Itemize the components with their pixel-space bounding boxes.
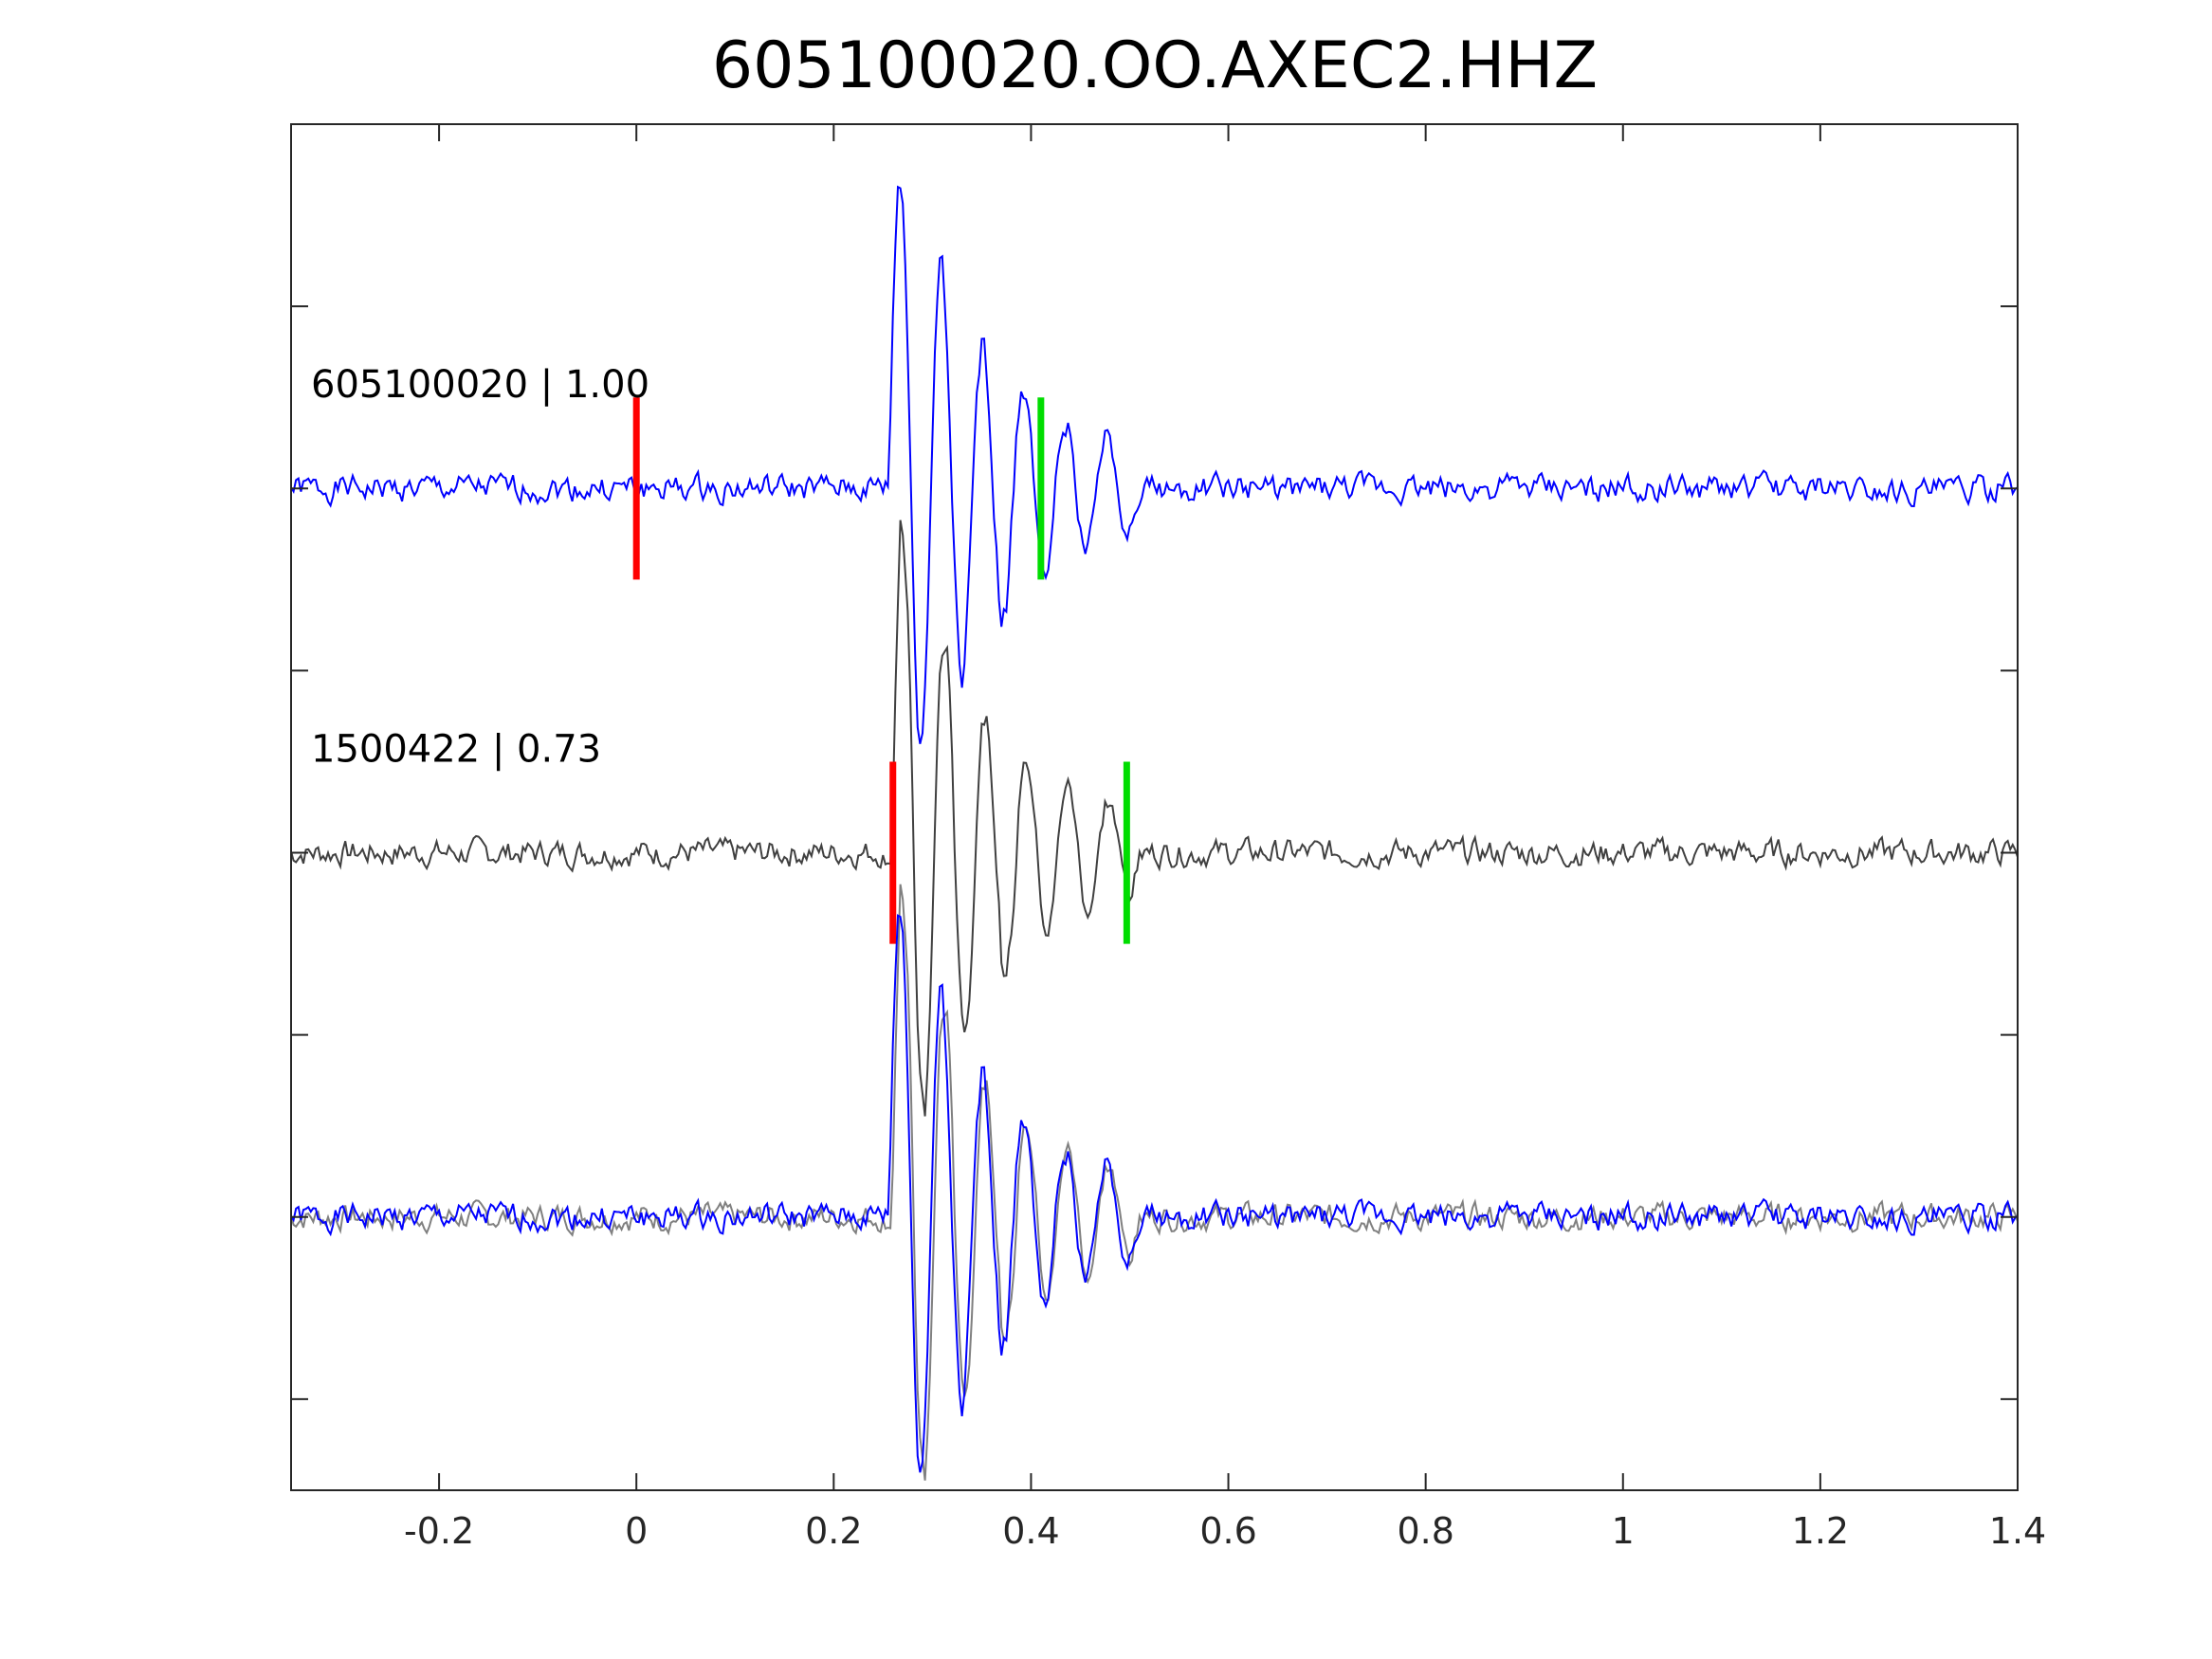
x-axis: -0.2 0 0.2 0.4 0.6 0.8 1 1.2 1.4 bbox=[404, 124, 2046, 1552]
trace-label: 1500422 | 0.73 bbox=[311, 727, 601, 771]
y-axis bbox=[291, 305, 2018, 1400]
overlay-template-waveform bbox=[290, 884, 2019, 1481]
x-tick-label: 0.6 bbox=[1199, 1510, 1256, 1552]
x-tick-label: -0.2 bbox=[404, 1510, 474, 1552]
overlay-main-waveform bbox=[290, 914, 2019, 1473]
trace-label: 605100020 | 1.00 bbox=[311, 363, 649, 407]
plot-area bbox=[290, 185, 2019, 1481]
x-tick-label: 0.4 bbox=[1002, 1510, 1059, 1552]
x-tick-label: 0.8 bbox=[1397, 1510, 1453, 1552]
x-tick-label: 1.2 bbox=[1792, 1510, 1849, 1552]
trace-1-waveform bbox=[290, 185, 2019, 744]
trace-labels: 605100020 | 1.00 1500422 | 0.73 bbox=[311, 363, 649, 771]
x-tick-label: 1.4 bbox=[1989, 1510, 2046, 1552]
x-tick-label: 0 bbox=[625, 1510, 648, 1552]
x-tick-label: 1 bbox=[1612, 1510, 1635, 1552]
x-tick-label: 0.2 bbox=[805, 1510, 862, 1552]
axes-box bbox=[290, 123, 2019, 1491]
trace-2-waveform bbox=[290, 520, 2019, 1117]
chart-title: 605100020.OO.AXEC2.HHZ bbox=[712, 28, 1598, 103]
